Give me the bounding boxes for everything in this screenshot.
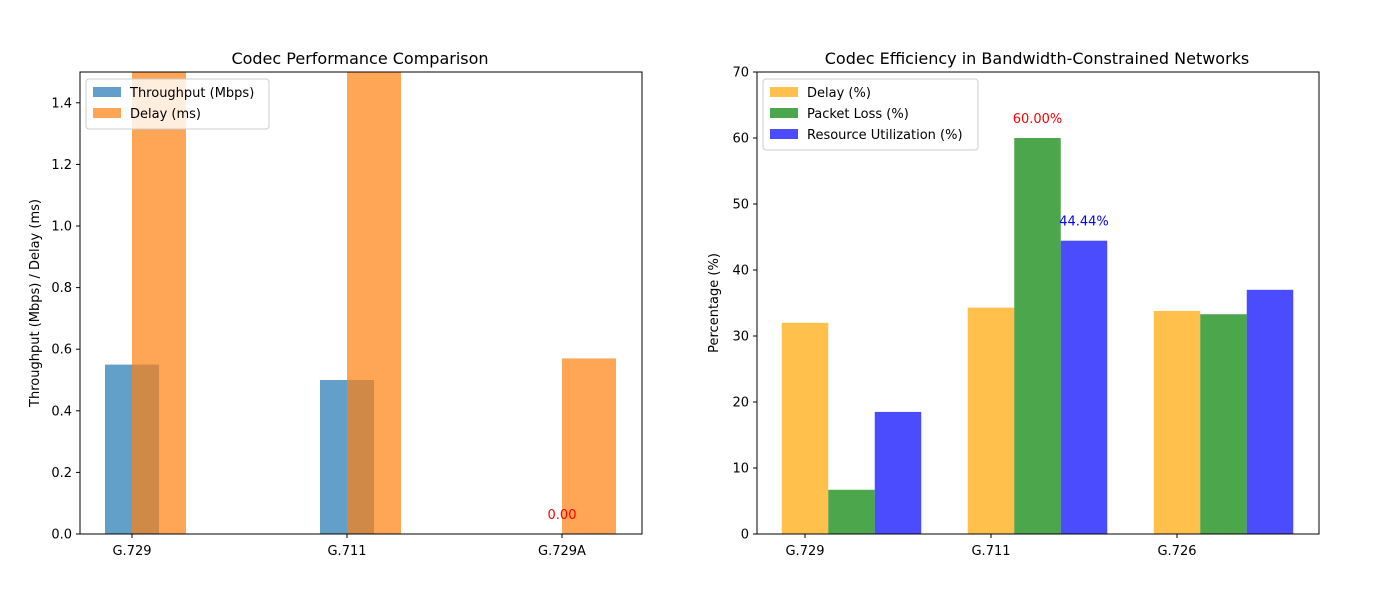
legend-swatch [770, 87, 798, 97]
bar-group [105, 72, 616, 534]
y-tick-label: 0.4 [51, 404, 72, 419]
chart-title: Codec Efficiency in Bandwidth-Constraine… [825, 49, 1250, 68]
y-tick-label: 0 [741, 528, 749, 543]
bar-delay-ms-g711 [347, 72, 401, 534]
x-axis-ticks: G.729 G.711 G.729A [112, 534, 586, 559]
bar-packet-loss-g729 [828, 489, 875, 534]
annotation-group: 60.00% 44.44% [1013, 112, 1109, 230]
data-label: 44.44% [1059, 215, 1109, 230]
bar-group [781, 138, 1294, 534]
legend-swatch [93, 108, 121, 118]
y-tick-label: 20 [732, 396, 749, 411]
y-tick-label: 10 [732, 462, 749, 477]
legend: Delay (%) Packet Loss (%) Resource Utiliza… [762, 78, 979, 151]
y-tick-label: 1.0 [51, 220, 72, 235]
y-tick-label: 70 [732, 66, 749, 81]
legend-label: Delay (%) [807, 86, 871, 101]
x-tick-label: G.729A [538, 544, 586, 559]
bar-delay-ms-g729a [562, 358, 616, 534]
legend-frame [85, 78, 270, 130]
x-axis-ticks: G.729 G.711 G.726 [785, 534, 1197, 559]
legend-label: Packet Loss (%) [807, 107, 909, 122]
y-tick-label: 60 [732, 132, 749, 147]
bar-packet-loss-g726 [1200, 314, 1247, 534]
x-tick-label: G.711 [327, 544, 366, 559]
legend-frame [762, 78, 979, 151]
bar-resource-utilization-g711 [1060, 240, 1108, 534]
plot-frame [79, 71, 643, 535]
y-tick-label: 0.6 [51, 343, 72, 358]
data-label: 0.00 [548, 508, 577, 523]
legend-label: Delay (ms) [130, 107, 201, 122]
y-axis-label: Throughput (Mbps) / Delay (ms) [28, 199, 43, 408]
x-tick-label: G.726 [1157, 544, 1196, 559]
plot-frame [756, 71, 1320, 535]
y-tick-label: 50 [732, 198, 749, 213]
bar-resource-utilization-g729 [874, 411, 922, 534]
y-tick-label: 0.2 [51, 466, 72, 481]
bar-resource-utilization-g726 [1246, 289, 1294, 534]
chart-codec-efficiency: Codec Efficiency in Bandwidth-Constraine… [707, 49, 1320, 559]
y-tick-label: 40 [732, 264, 749, 279]
y-axis-ticks: 0 10 20 30 40 50 60 70 [732, 66, 757, 543]
y-tick-label: 1.2 [51, 158, 72, 173]
y-axis-ticks: 0.0 0.2 0.4 0.6 0.8 1.0 1.2 1.4 [51, 96, 80, 543]
legend-label: Resource Utilization (%) [807, 128, 963, 143]
data-label: 60.00% [1013, 112, 1063, 127]
bar-packet-loss-g711 [1014, 138, 1061, 534]
legend-label: Throughput (Mbps) [129, 86, 254, 101]
legend-swatch [770, 129, 798, 139]
y-tick-label: 0.0 [51, 528, 72, 543]
bar-delay-g729 [781, 322, 829, 534]
bar-delay-g711 [967, 307, 1015, 534]
y-tick-label: 0.8 [51, 281, 72, 296]
bar-delay-g726 [1153, 310, 1201, 534]
chart-title: Codec Performance Comparison [231, 49, 488, 68]
x-tick-label: G.729 [785, 544, 824, 559]
legend-swatch [770, 108, 798, 118]
annotation-group: 0.00 [548, 508, 577, 523]
x-tick-label: G.729 [112, 544, 151, 559]
y-tick-label: 30 [732, 330, 749, 345]
x-tick-label: G.711 [971, 544, 1010, 559]
chart-codec-performance: Codec Performance Comparison Throughput … [28, 49, 643, 559]
bar-delay-ms-g729 [132, 72, 186, 534]
legend: Throughput (Mbps) Delay (ms) [85, 78, 270, 130]
y-axis-label: Percentage (%) [707, 253, 722, 353]
y-tick-label: 1.4 [51, 96, 72, 111]
legend-swatch [93, 87, 121, 97]
